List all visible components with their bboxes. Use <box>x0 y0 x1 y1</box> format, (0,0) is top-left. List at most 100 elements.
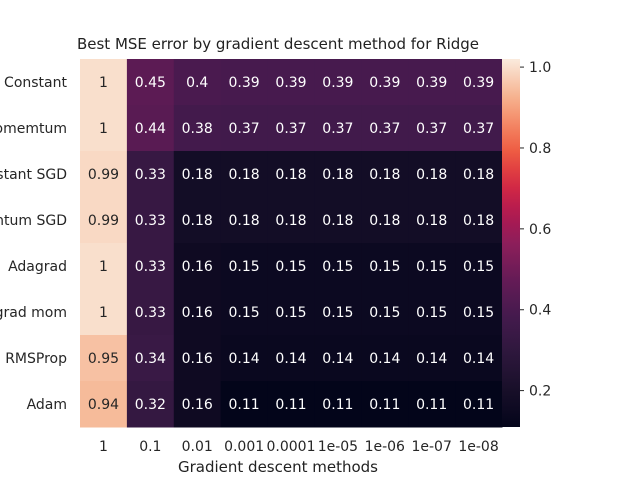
heatmap-cell <box>408 197 456 244</box>
cell-value-label: 0.11 <box>416 397 447 413</box>
cell-value-label: 0.11 <box>463 397 494 413</box>
cell-value-label: 0.18 <box>416 213 447 229</box>
heatmap-cell <box>173 335 222 382</box>
y-tick-label: grad mom <box>0 305 67 321</box>
cell-value-label: 0.37 <box>229 121 260 137</box>
cell-value-label: 0.18 <box>463 167 494 183</box>
heatmap-cell <box>455 289 503 336</box>
heatmap-cell <box>220 335 269 382</box>
heatmap-cell <box>267 59 315 106</box>
cell-value-label: 0.15 <box>229 259 260 275</box>
heatmap-cell <box>408 335 456 382</box>
cell-value-label: 0.39 <box>322 75 353 91</box>
cell-value-label: 0.44 <box>135 121 166 137</box>
heatmap-cell <box>126 151 175 198</box>
cell-value-label: 0.39 <box>369 75 400 91</box>
cell-value-label: 0.39 <box>229 75 260 91</box>
heatmap-cell <box>267 289 315 336</box>
heatmap-cell <box>267 197 315 244</box>
cell-value-label: 1 <box>99 121 108 137</box>
cell-value-label: 0.18 <box>463 213 494 229</box>
heatmap-cell <box>80 381 128 428</box>
cell-value-label: 0.37 <box>275 121 306 137</box>
cell-value-label: 0.11 <box>229 397 260 413</box>
colorbar-tick-label: 0.2 <box>529 384 551 400</box>
heatmap-cell <box>126 105 175 152</box>
heatmap-cell <box>361 59 409 106</box>
cell-value-label: 0.38 <box>182 121 213 137</box>
cell-value-label: 0.18 <box>182 167 213 183</box>
cell-value-label: 0.39 <box>275 75 306 91</box>
x-tick-label: 0.1 <box>139 439 161 455</box>
heatmap-cell <box>314 151 362 198</box>
cell-value-label: 0.18 <box>275 213 306 229</box>
heatmap-cell <box>126 289 175 336</box>
cell-value-label: 0.15 <box>322 259 353 275</box>
cell-value-label: 0.18 <box>416 167 447 183</box>
heatmap-cell <box>361 289 409 336</box>
heatmap-cell <box>361 381 409 428</box>
heatmap-cell <box>361 151 409 198</box>
heatmap-cell <box>361 243 409 290</box>
colorbar-tick-labels: 0.2 0.4 0.6 0.8 1.0 <box>520 60 551 400</box>
heatmap-cell <box>314 381 362 428</box>
heatmap-cell <box>173 381 222 428</box>
cell-value-label: 0.18 <box>369 167 400 183</box>
heatmap-cell <box>80 243 128 290</box>
heatmap-cell <box>173 105 222 152</box>
heatmap-cell <box>173 59 222 106</box>
heatmap-cell <box>220 243 269 290</box>
heatmap-cell <box>408 243 456 290</box>
colorbar-tick-label: 0.8 <box>529 141 551 157</box>
y-tick-label: RMSProp <box>5 351 67 367</box>
cell-value-label: 0.16 <box>182 259 213 275</box>
heatmap-cell <box>361 105 409 152</box>
cell-value-label: 0.18 <box>322 167 353 183</box>
cell-value-label: 0.39 <box>416 75 447 91</box>
heatmap-cell <box>126 335 175 382</box>
cell-value-label: 0.16 <box>182 397 213 413</box>
heatmap-cell <box>455 243 503 290</box>
cell-value-label: 0.37 <box>322 121 353 137</box>
y-tick-label: stant SGD <box>0 167 67 183</box>
heatmap-cell <box>220 151 269 198</box>
heatmap-cell <box>267 105 315 152</box>
cell-value-label: 0.15 <box>275 305 306 321</box>
cell-value-label: 0.45 <box>135 75 166 91</box>
cell-value-label: 0.39 <box>463 75 494 91</box>
heatmap-cell <box>267 151 315 198</box>
heatmap-cell <box>408 289 456 336</box>
heatmap-cell <box>314 105 362 152</box>
y-tick-labels: Constant omemtum stant SGD ntum SGD Adagrad g… <box>0 75 67 413</box>
cell-value-label: 1 <box>99 259 108 275</box>
x-tick-label: 1e-08 <box>458 439 498 455</box>
cell-value-label: 0.11 <box>369 397 400 413</box>
chart-title: Best MSE error by gradient descent metho… <box>77 35 479 53</box>
heatmap-cell <box>126 59 175 106</box>
heatmap-cell <box>220 105 269 152</box>
cell-value-label: 0.11 <box>322 397 353 413</box>
heatmap-cell <box>361 335 409 382</box>
cell-value-label: 0.16 <box>182 351 213 367</box>
cell-value-label: 0.14 <box>463 351 494 367</box>
heatmap-cell <box>80 151 128 198</box>
cell-value-label: 0.15 <box>229 305 260 321</box>
x-tick-label: 1 <box>99 439 108 455</box>
y-tick-label: ntum SGD <box>0 213 67 229</box>
x-tick-label: 1e-05 <box>318 439 358 455</box>
cell-value-label: 0.37 <box>369 121 400 137</box>
cell-value-label: 0.37 <box>416 121 447 137</box>
heatmap-cell <box>314 335 362 382</box>
cell-value-label: 0.32 <box>135 397 166 413</box>
heatmap-cell <box>173 289 222 336</box>
colorbar-tick-label: 0.4 <box>529 303 551 319</box>
colorbar-tick-label: 1.0 <box>529 60 551 76</box>
cell-value-label: 0.14 <box>229 351 260 367</box>
cell-value-label: 0.15 <box>463 305 494 321</box>
heatmap-cell <box>455 381 503 428</box>
y-tick-label: Adam <box>27 397 67 413</box>
heatmap-cells <box>80 59 503 428</box>
heatmap-cell <box>80 59 128 106</box>
x-axis-label: Gradient descent methods <box>178 458 378 476</box>
cell-value-label: 0.18 <box>229 213 260 229</box>
